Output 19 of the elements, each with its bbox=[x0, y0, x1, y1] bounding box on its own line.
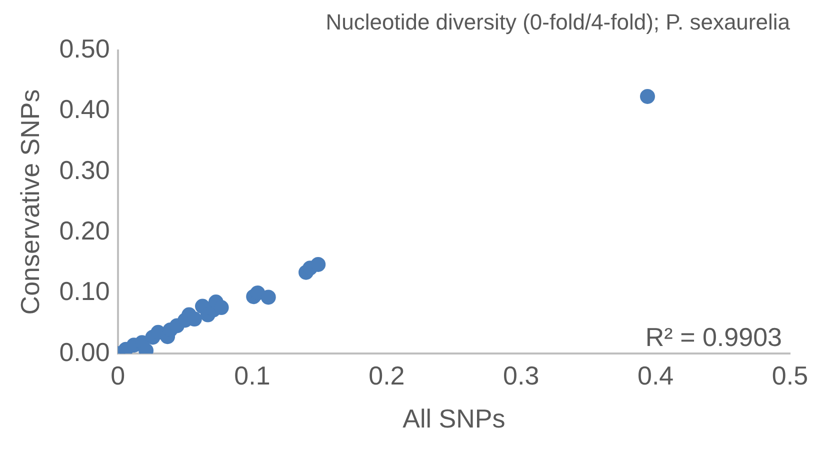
point bbox=[640, 88, 655, 104]
x-tick-label: 0 bbox=[110, 360, 126, 390]
x-tick-label: 0.5 bbox=[772, 360, 808, 390]
annotation: R² = 0.9903 bbox=[645, 322, 782, 352]
point bbox=[310, 256, 326, 272]
chart-title: Nucleotide diversity (0-fold/4-fold); P. sexaurelia bbox=[326, 9, 791, 34]
point bbox=[260, 290, 276, 305]
x-axis-title: All SNPs bbox=[402, 404, 506, 434]
y-tick-label: 0.40 bbox=[59, 94, 110, 124]
y-axis-title: Conservative SNPs bbox=[14, 89, 45, 315]
x-tick-label: 0.4 bbox=[637, 360, 674, 390]
y-tick-label: 0.10 bbox=[59, 276, 110, 306]
y-tick-label: 0.50 bbox=[59, 34, 110, 64]
y-tick-label: 0.30 bbox=[59, 154, 110, 185]
x-tick-label: 0.1 bbox=[234, 360, 270, 390]
x-tick-label: 0.2 bbox=[368, 360, 405, 390]
y-tick-label: 0.20 bbox=[59, 215, 110, 246]
y-tick-label: 0.00 bbox=[59, 336, 110, 367]
x-tick-label: 0.3 bbox=[503, 360, 540, 390]
